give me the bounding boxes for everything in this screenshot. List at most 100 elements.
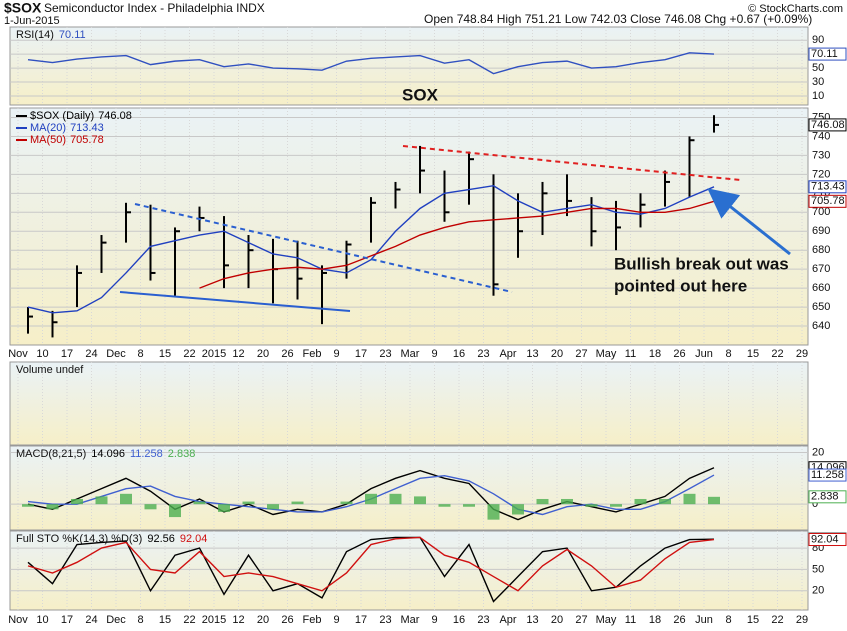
x-tick-label: Mar [401, 348, 420, 360]
value-box [808, 468, 847, 482]
title: MACD(8,21,5) [16, 448, 86, 460]
y-tick-label: 30 [812, 76, 824, 88]
y-tick-label: 690 [812, 225, 830, 237]
histogram-bar [267, 504, 279, 510]
value-box [808, 490, 847, 504]
x-tick-label: 8 [725, 348, 731, 360]
legend-name: MA(50) [30, 134, 66, 146]
y-tick-label: 730 [812, 149, 830, 161]
x-tick-label: 27 [575, 614, 587, 626]
x-tick-label: May [596, 614, 617, 626]
histogram-bar [71, 498, 83, 505]
x-tick-label: May [596, 348, 617, 360]
x-tick-label: Dec [106, 348, 126, 360]
y-tick-label: 660 [812, 282, 830, 294]
x-tick-label: 15 [747, 614, 759, 626]
index-name: Semiconductor Index - Philadelphia INDX [44, 1, 265, 15]
legend-value: 2.838 [168, 448, 196, 460]
y-tick-label: 50 [812, 563, 824, 575]
histogram-bar [218, 504, 230, 512]
x-tick-label: 17 [61, 614, 73, 626]
x-tick-label: 15 [159, 348, 171, 360]
annotation: SOX [402, 85, 439, 104]
x-tick-label: Nov [8, 614, 28, 626]
value-box [808, 194, 847, 208]
x-tick-label: Jun [695, 614, 713, 626]
histogram-bar [242, 501, 255, 505]
legend-name: MA(20) [30, 122, 66, 134]
y-tick-label: 720 [812, 168, 830, 180]
histogram-bar [144, 504, 157, 510]
x-tick-label: Nov [8, 348, 28, 360]
legend-value: 11.258 [130, 448, 163, 460]
value-box [808, 47, 847, 61]
y-tick-label: 680 [812, 244, 830, 256]
value-box [808, 118, 847, 132]
x-tick-label: 11 [625, 348, 636, 360]
x-tick-label: 8 [137, 614, 143, 626]
quote: Open 748.84 High 751.21 Low 742.03 Close… [424, 12, 812, 26]
x-tick-label: 24 [85, 348, 97, 360]
annotation: Bullish break out was [614, 254, 789, 273]
histogram-bar [414, 496, 426, 505]
y-tick-label: 670 [812, 263, 830, 275]
symbol: $SOX [4, 0, 42, 16]
legend-value: 92.56 [147, 533, 175, 545]
x-tick-label: 8 [725, 614, 731, 626]
date: 1-Jun-2015 [4, 15, 60, 27]
x-tick-label: 29 [796, 614, 808, 626]
drawn-trendlines [119, 145, 791, 312]
legend-value: 14.096 [91, 448, 125, 460]
series-line [27, 536, 715, 603]
x-tick-label: 22 [771, 614, 783, 626]
histogram-bar [708, 496, 720, 505]
value-box-label: 713.43 [811, 181, 845, 193]
histogram-bar [634, 498, 647, 505]
y-tick-label: 20 [812, 585, 824, 597]
x-tick-label: 16 [453, 614, 465, 626]
histogram-bar [169, 504, 181, 518]
x-tick-label: 18 [649, 348, 661, 360]
histogram-bar [389, 493, 402, 505]
y-tick-label: 20 [812, 446, 824, 458]
series-line [27, 536, 715, 592]
legend-name: $SOX (Daily) [30, 110, 94, 122]
trendline [119, 291, 351, 312]
histogram-bar [610, 504, 622, 507]
y-tick-label: 50 [812, 62, 824, 74]
y-tick-label: 700 [812, 206, 830, 218]
value-box [808, 533, 847, 547]
x-tick-label: 9 [431, 614, 437, 626]
value-box-label: 705.78 [811, 195, 845, 207]
trendline [402, 145, 741, 181]
x-tick-label: 22 [183, 614, 195, 626]
x-tick-label: 10 [36, 614, 48, 626]
histogram-bar [512, 504, 524, 515]
x-tick-label: 18 [649, 614, 661, 626]
legend-value: 705.78 [70, 134, 104, 146]
legend-value: 713.43 [70, 122, 104, 134]
source: © StockCharts.com [748, 3, 843, 15]
histogram-bar [365, 493, 377, 505]
x-tick-label: 10 [36, 348, 48, 360]
x-tick-label: 22 [183, 348, 195, 360]
x-tick-label: 26 [673, 348, 685, 360]
y-tick-label: 650 [812, 301, 830, 313]
value-box-label: 70.11 [811, 48, 838, 60]
panel-title: RSI(14) 70.11 [16, 29, 86, 41]
histogram-bar [683, 493, 696, 505]
x-tick-label: 17 [355, 614, 367, 626]
histogram-bar [95, 496, 108, 505]
value-box-label: 92.04 [811, 533, 839, 545]
panel-title: MACD(8,21,5) 14.096 11.258 2.838 [16, 448, 195, 460]
y-tick-label: 10 [812, 90, 824, 102]
series-line [199, 200, 715, 289]
value-box [808, 180, 847, 194]
x-tick-label: 20 [257, 348, 269, 360]
x-tick-label: 29 [796, 348, 808, 360]
legend-entry: MA(50) 705.78 [30, 134, 104, 146]
x-tick-label: Jun [695, 348, 713, 360]
x-tick-label: Feb [303, 614, 322, 626]
histogram-bar [46, 504, 59, 510]
arrow [707, 188, 791, 256]
